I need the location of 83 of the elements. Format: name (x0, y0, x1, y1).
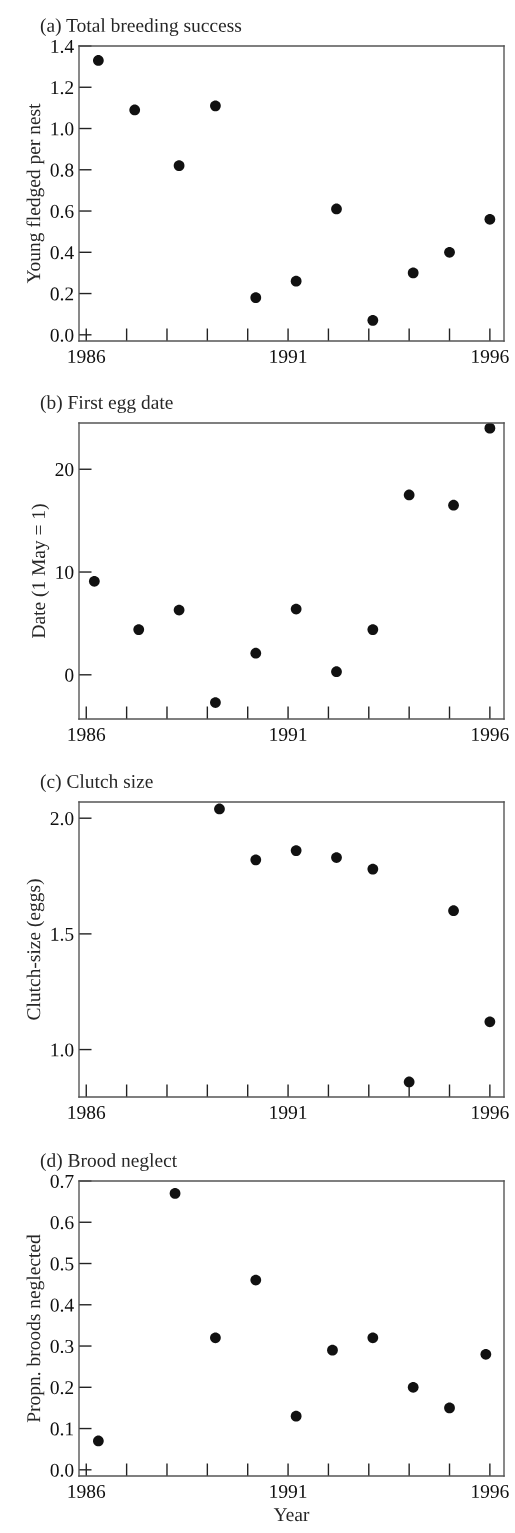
y-axis-title: Date (1 May = 1) (31, 504, 50, 639)
point (403, 489, 415, 501)
point (327, 1344, 338, 1356)
chart-title: (c) Clutch size (40, 774, 153, 792)
y-tick-label: 0 (65, 668, 74, 682)
point (250, 647, 262, 659)
point (250, 854, 262, 866)
x-tick-label: 1996 (472, 1105, 509, 1120)
point (173, 160, 185, 172)
point (403, 1076, 415, 1088)
chart-title: (b) First egg date (40, 395, 173, 413)
point (484, 423, 496, 434)
x-tick-label: 1986 (68, 727, 106, 742)
point (407, 1381, 419, 1393)
point (173, 604, 185, 616)
y-tick-label: 0.5 (50, 1257, 74, 1271)
x-tick-label: 1996 (472, 349, 509, 364)
y-tick-label: 0.4 (50, 1298, 74, 1312)
point (250, 1274, 262, 1286)
y-tick-label: 0.0 (50, 1463, 74, 1477)
point (367, 1332, 379, 1344)
point (92, 55, 104, 66)
y-tick-label: 1.0 (51, 122, 74, 136)
y-axis-title: Propn. broods neglected (26, 1234, 45, 1423)
point (88, 575, 100, 587)
y-tick-label: 0.2 (50, 1381, 74, 1395)
y-tick-label: 0.2 (50, 287, 74, 301)
y-tick-label: 0.8 (50, 163, 74, 177)
x-tick-label: 1996 (472, 1484, 509, 1499)
y-tick-label: 20 (55, 463, 74, 477)
y-tick-label: 1.5 (51, 927, 74, 941)
y-tick-label: 0.4 (50, 246, 74, 260)
y-tick-label: 2.0 (50, 812, 74, 826)
point (250, 292, 262, 304)
y-tick-label: 0.6 (50, 1216, 74, 1230)
y-tick-label: 0.1 (50, 1422, 73, 1436)
point (169, 1188, 181, 1199)
x-tick-label: 1991 (270, 349, 307, 364)
point (480, 1348, 492, 1360)
x-tick-label: 1991 (270, 1484, 307, 1499)
point (367, 314, 379, 326)
y-tick-label: 0.7 (50, 1174, 74, 1189)
x-tick-label: 1986 (68, 1105, 106, 1120)
y-tick-label: 10 (56, 565, 74, 579)
point (92, 1435, 104, 1447)
point (290, 275, 302, 287)
point (331, 666, 342, 678)
point (133, 624, 145, 635)
point (214, 803, 225, 815)
chart-title: (d) Brood neglect (40, 1153, 178, 1171)
x-axis-title: Year (273, 1508, 310, 1522)
point (367, 863, 379, 875)
x-tick-label: 1991 (270, 1105, 307, 1120)
y-axis-title: Young fledged per nest (26, 103, 45, 284)
x-tick-label: 1986 (68, 349, 106, 364)
point (444, 246, 455, 258)
y-axis-title: Clutch-size (eggs) (26, 879, 45, 1020)
point (367, 624, 379, 635)
point (448, 905, 459, 917)
point (484, 213, 496, 225)
x-tick-label: 1991 (270, 727, 307, 742)
point (290, 1410, 302, 1422)
y-tick-label: 0.3 (50, 1339, 74, 1354)
y-tick-label: 0.6 (50, 204, 74, 219)
point (210, 1332, 221, 1344)
y-tick-label: 1.4 (51, 39, 74, 54)
point (129, 104, 141, 116)
point (331, 852, 342, 863)
point (448, 499, 459, 511)
point (210, 100, 221, 112)
chart-title: (a) Total breeding success (40, 18, 242, 36)
point (290, 603, 302, 615)
y-tick-label: 1.0 (51, 1043, 74, 1057)
point (407, 267, 419, 279)
point (484, 1016, 496, 1028)
y-tick-label: 0.0 (50, 328, 74, 342)
x-tick-label: 1996 (472, 727, 509, 742)
point (290, 845, 302, 856)
y-tick-label: 1.2 (51, 81, 74, 95)
point (444, 1402, 455, 1414)
point (210, 697, 221, 708)
point (331, 203, 342, 215)
x-tick-label: 1986 (68, 1484, 106, 1499)
